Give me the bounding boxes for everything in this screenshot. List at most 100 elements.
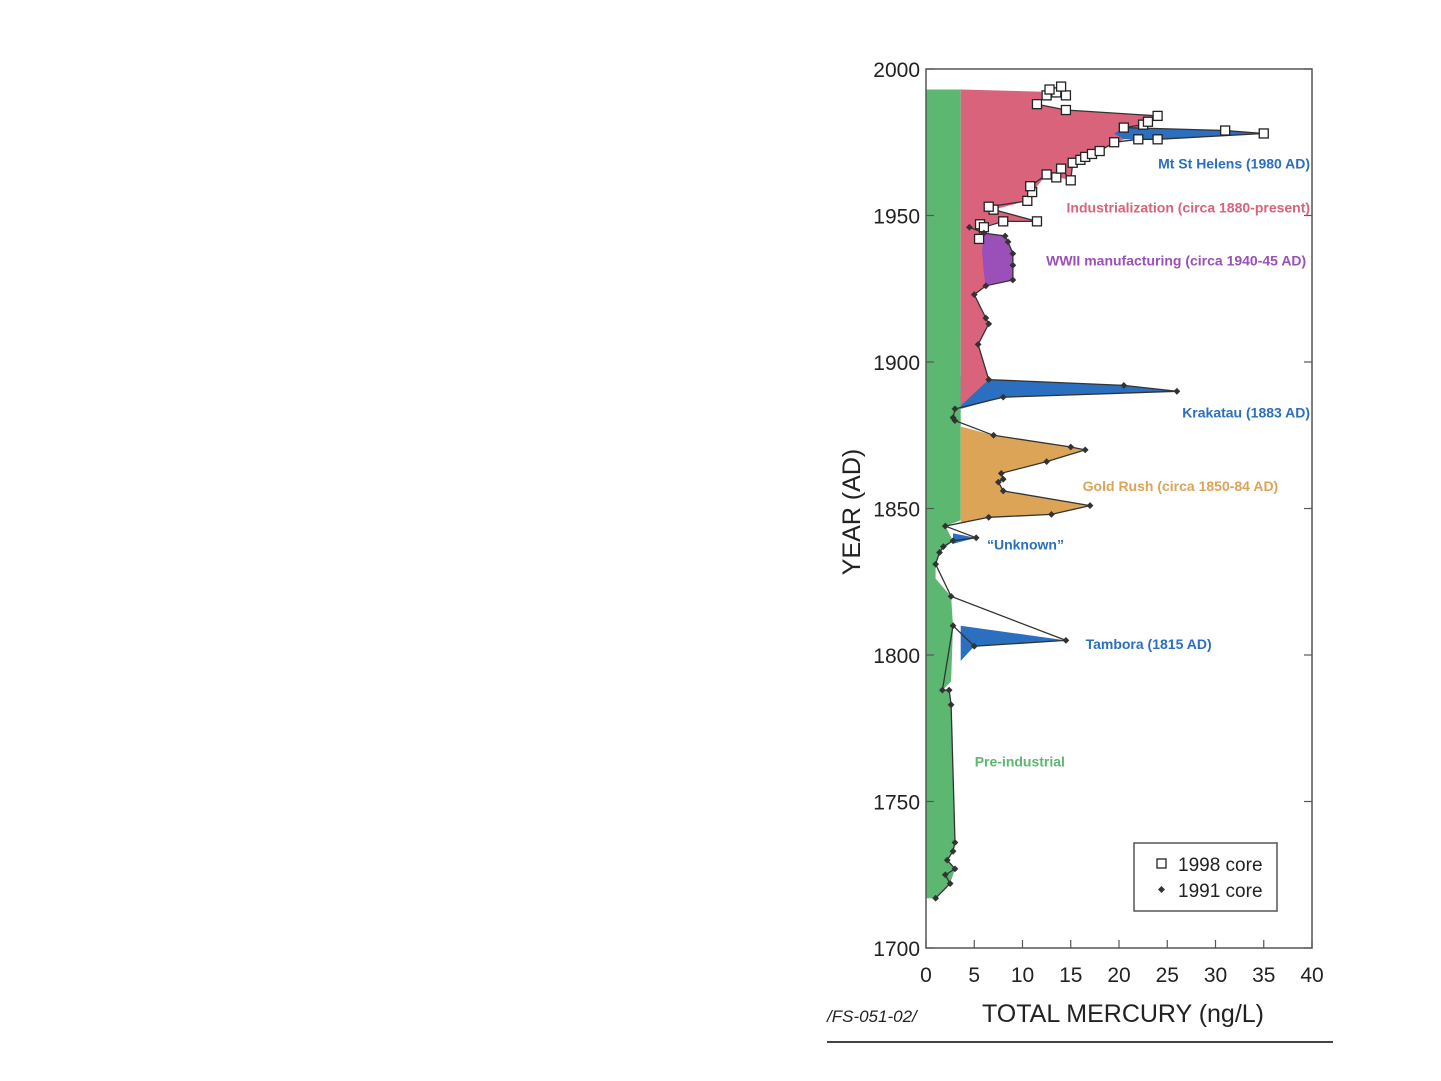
- point-1991-core-21: [1048, 510, 1055, 518]
- x-tick-label: 10: [1011, 964, 1034, 987]
- point-1991-core-0: [932, 894, 940, 902]
- point-1998-core-0: [973, 233, 985, 245]
- y-tick-label: 1900: [873, 352, 920, 375]
- point-1991-core-47: [1001, 232, 1009, 240]
- point-1991-core-25: [999, 475, 1007, 483]
- point-1991-core-27: [1043, 458, 1051, 466]
- x-tick-label: 25: [1156, 964, 1179, 987]
- point-1998-core-26: [1142, 116, 1154, 127]
- point-1991-core-14: [932, 560, 940, 568]
- point-1998-core-12: [1055, 163, 1067, 174]
- point-1991-core-12: [1062, 636, 1070, 644]
- legend-box: [1133, 842, 1278, 912]
- point-1991-core-35: [1173, 387, 1181, 395]
- point-1991-core-39: [985, 320, 993, 328]
- point-1991-core-20: [985, 513, 993, 521]
- point-1991-core-22: [1086, 502, 1094, 509]
- region-pre-industrial: [926, 89, 961, 899]
- region-volcanic: [1114, 127, 1264, 140]
- point-1991-core-38: [974, 341, 982, 348]
- x-tick-label: 0: [920, 964, 932, 987]
- y-tick-label: 1700: [873, 938, 920, 961]
- point-1991-core-49: [966, 223, 973, 231]
- point-1998-core-20: [1133, 134, 1144, 145]
- point-1991-core-10: [949, 622, 957, 630]
- region-krakatau: [960, 376, 1177, 409]
- point-1991-core-28: [1081, 446, 1089, 454]
- figure-code: /FS-051-02/: [826, 1007, 919, 1026]
- x-tick-label: 40: [1300, 964, 1323, 987]
- point-1991-core-24: [994, 478, 1002, 486]
- point-1998-core-4: [1031, 216, 1043, 227]
- point-1998-core-34: [1055, 81, 1067, 92]
- point-1991-core-3: [951, 865, 959, 873]
- point-1991-core-15: [936, 549, 943, 556]
- point-1991-core-36: [1120, 382, 1128, 389]
- y-tick-label: 1750: [873, 792, 920, 815]
- point-1998-core-18: [1094, 145, 1105, 157]
- point-1991-core-41: [970, 291, 978, 299]
- y-axis-title: YEAR (AD): [838, 449, 866, 575]
- point-1991-core-1: [946, 880, 954, 887]
- region-industrialization: [960, 89, 1158, 406]
- point-1991-core-26: [997, 469, 1005, 477]
- point-1991-core-16: [939, 543, 947, 550]
- region-unknown: [953, 533, 977, 544]
- point-1991-core-48: [980, 229, 988, 237]
- point-1991-core-40: [982, 314, 990, 322]
- point-1998-core-10: [1041, 169, 1052, 180]
- point-1991-core-8: [945, 686, 953, 694]
- annotation-layer: Mt St Helens (1980 AD) Industrialization …: [975, 156, 1310, 770]
- point-1991-core-13: [947, 593, 955, 600]
- point-1998-core-28: [1060, 104, 1072, 116]
- x-tick-label: 5: [968, 964, 980, 987]
- point-1998-core-3: [998, 216, 1009, 227]
- y-tick-label: 2000: [873, 59, 920, 82]
- point-1998-core-33: [1044, 84, 1055, 95]
- legend-label-1998: 1998 core: [1178, 855, 1263, 876]
- region-wwii: [982, 233, 1013, 286]
- point-1991-core-45: [1009, 250, 1017, 257]
- legend-label-1991: 1991 core: [1178, 881, 1263, 902]
- x-axis-title: TOTAL MERCURY (ng/L): [982, 1000, 1264, 1028]
- point-1991-core-29: [1067, 443, 1075, 451]
- point-1991-core-46: [1004, 238, 1012, 246]
- point-1998-core-19: [1109, 137, 1120, 148]
- x-tick-label: 35: [1252, 964, 1275, 987]
- point-1991-core-33: [951, 405, 959, 413]
- point-1991-core-5: [949, 847, 957, 855]
- point-1998-core-7: [1022, 195, 1033, 207]
- annotation-4: Gold Rush (circa 1850-84 AD): [1083, 478, 1279, 494]
- point-1998-core-13: [1065, 175, 1076, 186]
- region-layer: [926, 89, 1264, 899]
- annotation-6: Tambora (1815 AD): [1086, 636, 1212, 652]
- point-1998-core-23: [1220, 125, 1231, 136]
- point-1991-core-44: [1009, 261, 1017, 269]
- point-1998-core-22: [1258, 128, 1269, 139]
- axis-ticks: 0 5 10 15 20 25 30 35 40 1700 1750 1800 1850 1900 1950…: [873, 59, 1323, 987]
- marker-layer: [932, 81, 1269, 902]
- point-1998-core-9: [1025, 181, 1036, 192]
- x-tick-label: 20: [1107, 964, 1130, 987]
- legend-square-marker: [1156, 858, 1167, 869]
- annotation-3: Krakatau (1883 AD): [1182, 405, 1310, 421]
- x-tick-label: 30: [1204, 964, 1227, 987]
- point-1991-core-11: [970, 642, 978, 650]
- legend: 1998 core 1991 core: [1133, 842, 1278, 912]
- point-1991-core-17: [949, 537, 957, 545]
- point-1998-core-11: [1051, 172, 1062, 183]
- point-1991-core-37: [985, 376, 993, 383]
- point-1991-core-23: [999, 487, 1007, 495]
- point-1991-core-32: [949, 414, 957, 422]
- point-1991-core-2: [941, 871, 949, 879]
- annotation-5: “Unknown”: [987, 537, 1064, 553]
- point-1991-core-43: [1009, 276, 1017, 284]
- point-1991-core-42: [982, 282, 990, 290]
- x-tick-label: 15: [1059, 964, 1082, 987]
- point-1991-core-19: [941, 522, 949, 530]
- point-1991-core-7: [947, 701, 955, 709]
- point-1998-core-21: [1152, 134, 1163, 145]
- point-1991-core-9: [939, 686, 946, 694]
- point-1991-core-34: [999, 393, 1007, 401]
